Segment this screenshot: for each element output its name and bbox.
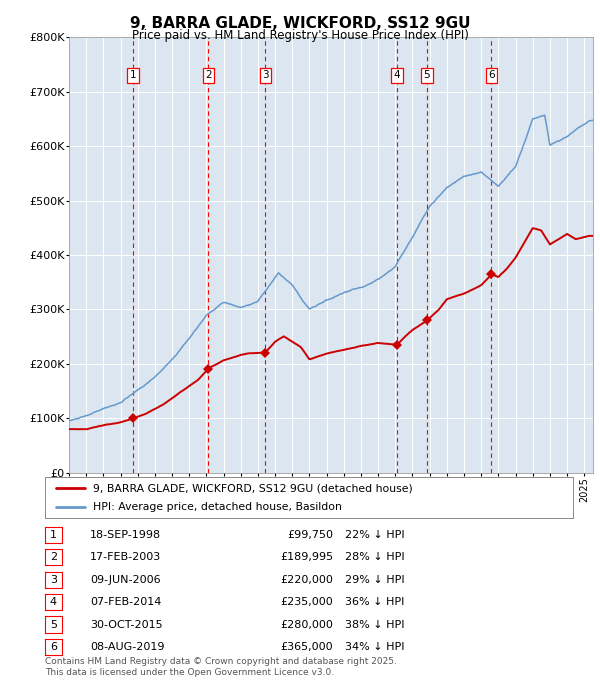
Text: 08-AUG-2019: 08-AUG-2019 — [90, 642, 164, 652]
Text: 6: 6 — [488, 71, 495, 80]
Text: Price paid vs. HM Land Registry's House Price Index (HPI): Price paid vs. HM Land Registry's House … — [131, 29, 469, 42]
Text: 28% ↓ HPI: 28% ↓ HPI — [345, 552, 404, 562]
Text: £235,000: £235,000 — [280, 597, 333, 607]
Text: 9, BARRA GLADE, WICKFORD, SS12 9GU: 9, BARRA GLADE, WICKFORD, SS12 9GU — [130, 16, 470, 31]
Text: 17-FEB-2003: 17-FEB-2003 — [90, 552, 161, 562]
Text: £189,995: £189,995 — [280, 552, 333, 562]
Text: 30-OCT-2015: 30-OCT-2015 — [90, 619, 163, 630]
Text: 18-SEP-1998: 18-SEP-1998 — [90, 530, 161, 540]
Text: 2: 2 — [205, 71, 212, 80]
Text: 29% ↓ HPI: 29% ↓ HPI — [345, 575, 404, 585]
Text: 6: 6 — [50, 642, 57, 652]
Text: £99,750: £99,750 — [287, 530, 333, 540]
Text: 38% ↓ HPI: 38% ↓ HPI — [345, 619, 404, 630]
Text: 22% ↓ HPI: 22% ↓ HPI — [345, 530, 404, 540]
Text: 3: 3 — [50, 575, 57, 585]
Text: 4: 4 — [394, 71, 400, 80]
Text: 07-FEB-2014: 07-FEB-2014 — [90, 597, 161, 607]
Text: 2: 2 — [50, 552, 57, 562]
Text: 36% ↓ HPI: 36% ↓ HPI — [345, 597, 404, 607]
Text: 3: 3 — [262, 71, 269, 80]
Text: £365,000: £365,000 — [280, 642, 333, 652]
Text: 5: 5 — [424, 71, 430, 80]
Text: £220,000: £220,000 — [280, 575, 333, 585]
Text: 5: 5 — [50, 619, 57, 630]
Text: 1: 1 — [50, 530, 57, 540]
Text: £280,000: £280,000 — [280, 619, 333, 630]
Text: 09-JUN-2006: 09-JUN-2006 — [90, 575, 161, 585]
Text: 9, BARRA GLADE, WICKFORD, SS12 9GU (detached house): 9, BARRA GLADE, WICKFORD, SS12 9GU (deta… — [92, 483, 412, 494]
Text: 34% ↓ HPI: 34% ↓ HPI — [345, 642, 404, 652]
Text: 4: 4 — [50, 597, 57, 607]
Text: HPI: Average price, detached house, Basildon: HPI: Average price, detached house, Basi… — [92, 502, 341, 512]
Text: Contains HM Land Registry data © Crown copyright and database right 2025.
This d: Contains HM Land Registry data © Crown c… — [45, 657, 397, 677]
Text: 1: 1 — [130, 71, 136, 80]
